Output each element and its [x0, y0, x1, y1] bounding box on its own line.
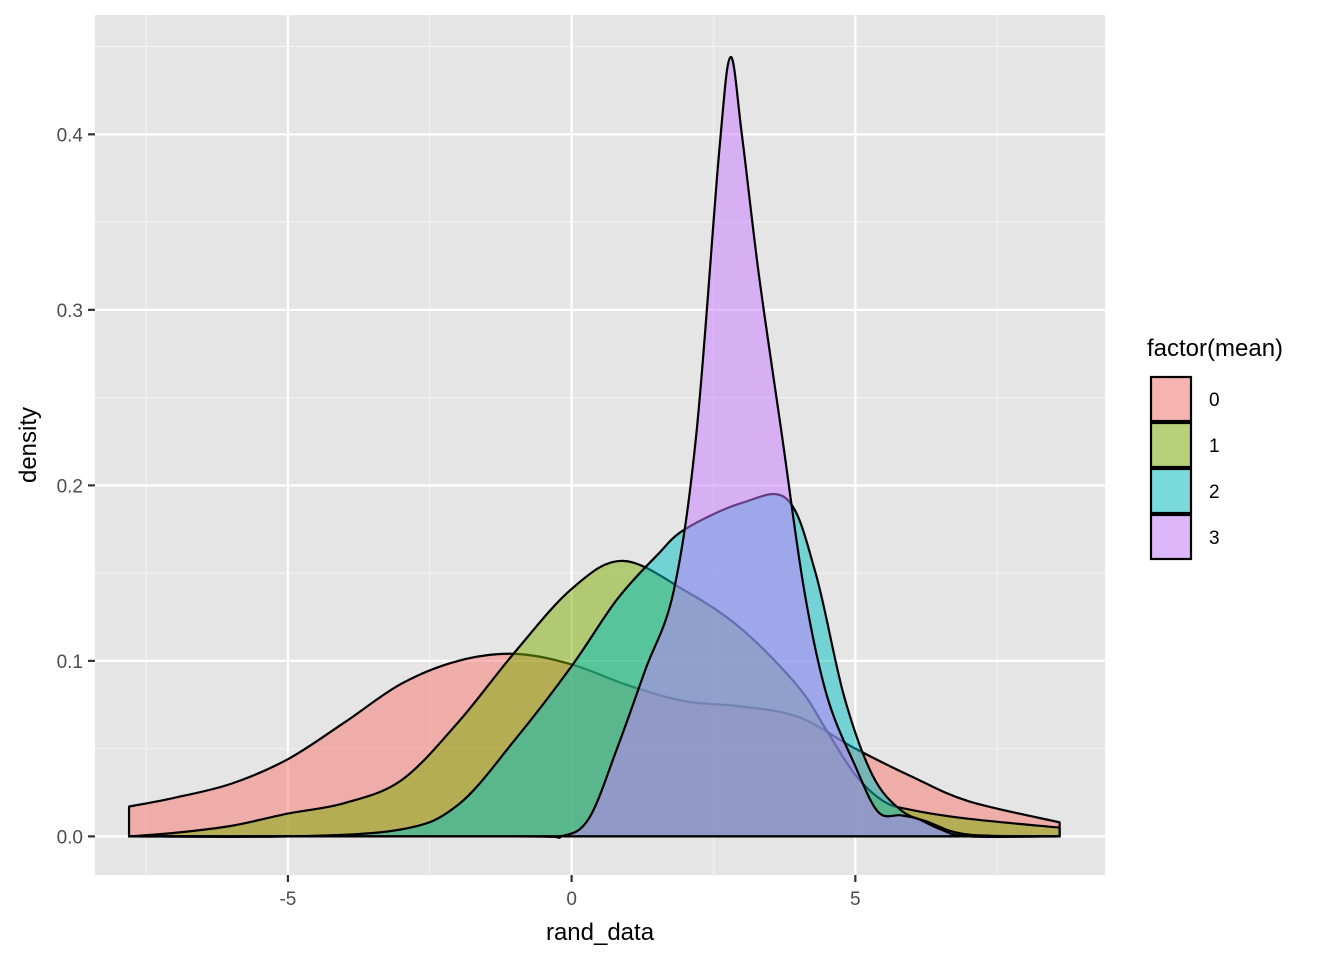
legend-swatch-1: [1149, 421, 1193, 469]
legend-swatch-3: [1149, 513, 1193, 561]
y-tick-label: 0.2: [57, 476, 83, 497]
x-axis-title: rand_data: [546, 919, 655, 946]
x-tick-label: 5: [850, 889, 861, 910]
legend-label-2: 2: [1209, 482, 1220, 503]
legend-swatch-0: [1149, 375, 1193, 423]
y-tick-label: 0.3: [57, 301, 83, 322]
legend-label-1: 1: [1209, 436, 1220, 457]
y-axis-title: density: [15, 407, 42, 483]
density-areas: [127, 56, 1061, 839]
legend-title: factor(mean): [1147, 335, 1283, 362]
y-tick-label: 0.1: [57, 652, 83, 673]
y-axis-ticks: 0.0 0.1 0.2 0.3 0.4: [57, 125, 95, 848]
legend-items: 0 1 2 3: [1149, 375, 1220, 561]
density-area-3: [127, 56, 1061, 839]
legend-label-0: 0: [1209, 390, 1220, 411]
y-tick-label: 0.4: [57, 125, 84, 146]
x-tick-label: 0: [566, 889, 577, 910]
y-tick-label: 0.0: [57, 827, 83, 848]
legend: factor(mean) 0 1 2 3: [1147, 335, 1283, 561]
x-tick-label: -5: [279, 889, 296, 910]
legend-label-3: 3: [1209, 528, 1220, 549]
legend-swatch-2: [1149, 467, 1193, 515]
x-axis-ticks: -5 0 5: [279, 875, 861, 910]
